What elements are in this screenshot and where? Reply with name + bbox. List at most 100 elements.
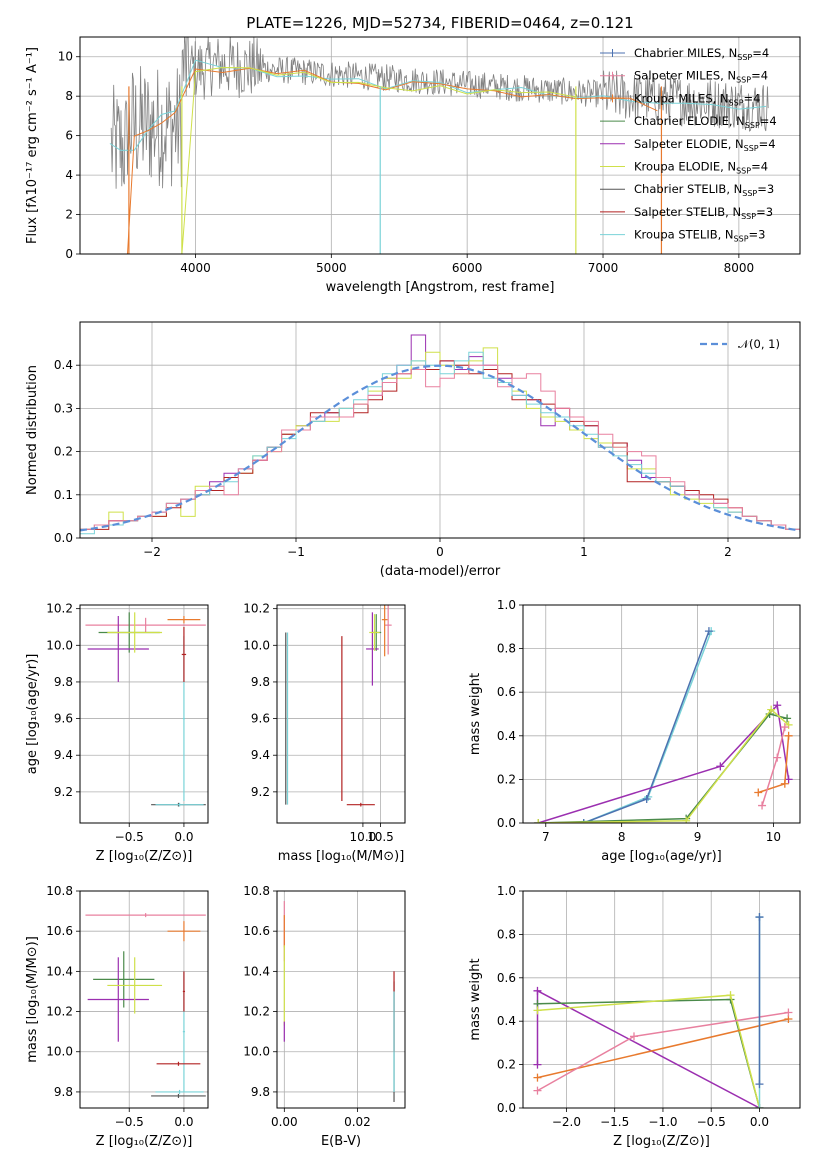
legend-subscript: SSP	[741, 212, 756, 221]
legend-label: Chabrier MILES, NSSP=4	[634, 46, 769, 62]
mass-weight-line	[537, 703, 790, 823]
y-tick-label: 0	[65, 247, 73, 261]
mass-weight-line	[537, 998, 761, 1108]
axes-frame	[79, 321, 801, 539]
y-tick-label: 0.6	[497, 971, 516, 985]
mass-weight-marker	[773, 753, 782, 762]
mass-weight-marker	[783, 714, 792, 723]
x-tick-label: 0.0	[750, 1115, 769, 1129]
mass-weight-marker	[533, 1086, 542, 1095]
y-tick-label: 0.0	[497, 1101, 516, 1115]
x-tick-label: 8	[618, 830, 626, 844]
x-tick-label: 10	[766, 830, 781, 844]
y-tick-label: 10.0	[46, 1045, 73, 1059]
y-tick-label: 0.2	[497, 772, 516, 786]
mass_vs_ebv-data	[283, 901, 395, 1102]
axes-frame	[522, 604, 801, 824]
y-tick-label: 9.4	[54, 748, 73, 762]
legend-value: =4	[751, 160, 768, 174]
mass-weight-marker	[755, 913, 764, 922]
y-tick-label: 0.4	[497, 729, 516, 743]
model-spectrum-line	[109, 59, 767, 151]
mass-weight-marker	[780, 723, 789, 732]
mass-weight-marker	[533, 986, 542, 995]
x-axis-label: Z [log₁₀(Z/Z⊙)]	[96, 849, 193, 864]
y-tick-label: 9.2	[251, 785, 270, 799]
y-tick-label: 9.2	[54, 785, 73, 799]
y-axis-label: mass weight	[468, 958, 483, 1040]
y-tick-label: 10	[58, 50, 73, 64]
age_vs_z-data	[85, 612, 206, 807]
legend-value: =4	[744, 91, 761, 105]
legend-subscript: SSP	[734, 235, 749, 244]
mass-weight-line	[538, 713, 788, 823]
mass-weight-marker	[754, 788, 763, 797]
mass-weight-line	[583, 630, 710, 823]
mass-weight-marker	[629, 1032, 638, 1041]
x-tick-label: 10.5	[367, 830, 394, 844]
y-axis-label: mass weight	[468, 673, 483, 755]
x-tick-label: 0.0	[174, 830, 193, 844]
x-axis-label: E(B-V)	[321, 1134, 361, 1149]
mass-weight-marker	[533, 1060, 542, 1069]
legend-label: Salpeter MILES, NSSP=4	[634, 69, 768, 85]
mass-weight-marker	[784, 1008, 793, 1017]
y-tick-label: 4	[65, 168, 73, 182]
legend-value: =4	[760, 114, 777, 128]
weight_vs_age-panel: 7 8 9 10 0.0 0.2 0.4 0.6 0.8 1.0 age [log₁₀(age/yr…	[468, 598, 801, 864]
x-tick-label: −1.0	[648, 1115, 677, 1129]
axes-frame	[276, 890, 406, 1109]
legend-subscript: SSP	[742, 189, 757, 198]
model-spectrum-line	[127, 67, 658, 254]
x-axis-label: mass [log₁₀(M/M⊙)]	[278, 849, 405, 864]
mass-weight-marker	[784, 775, 793, 784]
y-tick-label: 0.1	[54, 488, 73, 502]
y-tick-label: 9.8	[251, 1085, 270, 1099]
y-tick-label: 0.0	[54, 531, 73, 545]
y-tick-label: 0.4	[54, 358, 73, 372]
model-spectrum-line	[181, 66, 576, 254]
y-axis-label: mass [log₁₀(M/M⊙)]	[25, 936, 40, 1063]
residual-histogram-step	[80, 364, 800, 538]
y-tick-label: 1.0	[497, 884, 516, 898]
mass-weight-marker	[755, 1080, 764, 1089]
legend-label: Salpeter STELIB, NSSP=3	[634, 205, 773, 221]
x-tick-label: −0.5	[115, 1115, 144, 1129]
mass-weight-marker	[767, 705, 776, 714]
legend-subscript: SSP	[729, 98, 744, 107]
y-tick-label: 10.2	[243, 602, 270, 616]
y-tick-label: 10.8	[46, 884, 73, 898]
y-axis-label: Flux [fλ10⁻¹⁷ erg cm⁻² s⁻¹ A⁻¹]	[25, 47, 40, 244]
spectrum-panel: 4000 5000 6000 7000 8000 0 2 4 6 8 10 wavelength [A…	[25, 36, 801, 295]
mass-weight-marker	[682, 816, 691, 823]
spectrum-data	[109, 37, 769, 254]
legend-label: Chabrier STELIB, NSSP=3	[634, 182, 774, 198]
x-tick-label: −0.5	[697, 1115, 726, 1129]
y-tick-label: 10.0	[243, 638, 270, 652]
axes-frame	[79, 604, 209, 824]
x-tick-label: 7000	[588, 261, 619, 275]
legend-value: =4	[759, 137, 776, 151]
mass-weight-marker	[758, 801, 767, 810]
x-tick-label: −2.0	[552, 1115, 581, 1129]
x-tick-label: 0.02	[344, 1115, 371, 1129]
y-tick-label: 0.2	[54, 445, 73, 459]
weight_vs_z-data	[533, 913, 793, 1108]
axes-frame	[276, 604, 406, 824]
x-tick-label: 0	[436, 545, 444, 559]
normal-curve-line	[80, 364, 800, 532]
y-tick-label: 9.8	[54, 675, 73, 689]
y-tick-label: 0.6	[497, 685, 516, 699]
y-tick-label: 9.6	[251, 712, 270, 726]
mass-weight-marker	[533, 1006, 542, 1015]
legend-value: =3	[756, 205, 773, 219]
mass_vs_ebv-panel: 0.00 0.02 9.8 10.0 10.2 10.4 10.6 10.8 E(B-V)	[243, 884, 406, 1149]
y-tick-label: 10.6	[46, 924, 73, 938]
axes-frame	[522, 890, 801, 1109]
legend-subscript: SSP	[737, 53, 752, 62]
x-axis-label: age [log₁₀(age/yr)]	[601, 849, 722, 864]
x-tick-label: 10.0	[350, 830, 377, 844]
y-tick-label: 2	[65, 208, 73, 222]
